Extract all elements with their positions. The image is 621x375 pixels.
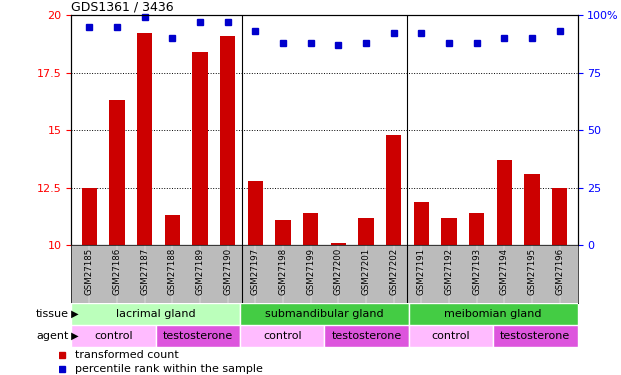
- Text: GSM27196: GSM27196: [555, 248, 564, 295]
- Text: control: control: [432, 331, 470, 341]
- Text: GSM27189: GSM27189: [196, 248, 204, 295]
- Bar: [414, 201, 429, 245]
- Bar: [137, 33, 152, 245]
- Text: GSM27190: GSM27190: [223, 248, 232, 295]
- Text: testosterone: testosterone: [501, 331, 571, 341]
- Text: GSM27199: GSM27199: [306, 248, 315, 295]
- Bar: [524, 174, 540, 245]
- Bar: [240, 325, 324, 347]
- Text: transformed count: transformed count: [75, 350, 179, 360]
- Text: GSM27202: GSM27202: [389, 248, 398, 296]
- Text: GSM27187: GSM27187: [140, 248, 149, 296]
- Text: GSM27198: GSM27198: [278, 248, 288, 295]
- Text: control: control: [263, 331, 302, 341]
- Bar: [156, 325, 240, 347]
- Bar: [220, 36, 235, 245]
- Bar: [386, 135, 401, 245]
- Text: GSM27200: GSM27200: [334, 248, 343, 296]
- Text: lacrimal gland: lacrimal gland: [116, 309, 196, 319]
- Text: GSM27193: GSM27193: [472, 248, 481, 295]
- Bar: [493, 325, 578, 347]
- Text: GSM27191: GSM27191: [417, 248, 426, 295]
- Text: GSM27186: GSM27186: [112, 248, 122, 296]
- Text: testosterone: testosterone: [332, 331, 402, 341]
- Text: testosterone: testosterone: [163, 331, 233, 341]
- Bar: [409, 325, 493, 347]
- Bar: [497, 160, 512, 245]
- Bar: [165, 215, 180, 245]
- Bar: [409, 303, 578, 325]
- Text: GDS1361 / 3436: GDS1361 / 3436: [71, 1, 174, 14]
- Text: tissue: tissue: [35, 309, 68, 319]
- Bar: [303, 213, 318, 245]
- Bar: [275, 220, 291, 245]
- Text: GSM27194: GSM27194: [500, 248, 509, 295]
- Text: GSM27201: GSM27201: [361, 248, 371, 296]
- Bar: [331, 243, 346, 245]
- Bar: [248, 181, 263, 245]
- Bar: [109, 100, 125, 245]
- Text: GSM27197: GSM27197: [251, 248, 260, 295]
- Bar: [82, 188, 97, 245]
- Text: agent: agent: [36, 331, 68, 341]
- Bar: [324, 325, 409, 347]
- Text: percentile rank within the sample: percentile rank within the sample: [75, 364, 263, 374]
- Text: GSM27192: GSM27192: [445, 248, 453, 295]
- Bar: [240, 303, 409, 325]
- Text: GSM27188: GSM27188: [168, 248, 177, 296]
- Text: submandibular gland: submandibular gland: [265, 309, 384, 319]
- Text: GSM27195: GSM27195: [527, 248, 537, 295]
- Text: ▶: ▶: [68, 309, 79, 319]
- Text: control: control: [94, 331, 133, 341]
- Bar: [71, 325, 156, 347]
- Bar: [193, 52, 207, 245]
- Bar: [71, 303, 240, 325]
- Text: ▶: ▶: [68, 331, 79, 341]
- Text: GSM27185: GSM27185: [85, 248, 94, 296]
- Text: meibomian gland: meibomian gland: [445, 309, 542, 319]
- Bar: [442, 217, 456, 245]
- Bar: [469, 213, 484, 245]
- Bar: [358, 217, 374, 245]
- Bar: [552, 188, 567, 245]
